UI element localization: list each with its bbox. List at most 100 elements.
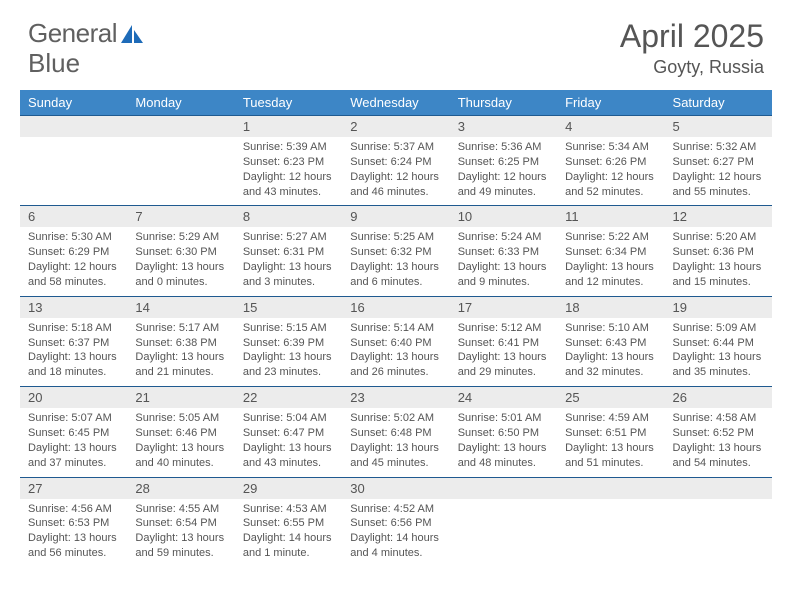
calendar-day-cell: 3Sunrise: 5:36 AMSunset: 6:25 PMDaylight…: [450, 115, 557, 205]
day-number: 25: [557, 386, 664, 408]
calendar-week-row: 20Sunrise: 5:07 AMSunset: 6:45 PMDayligh…: [20, 386, 772, 476]
day-number-empty: [557, 477, 664, 499]
calendar-day-cell: 11Sunrise: 5:22 AMSunset: 6:34 PMDayligh…: [557, 205, 664, 295]
calendar-day-cell: 7Sunrise: 5:29 AMSunset: 6:30 PMDaylight…: [127, 205, 234, 295]
calendar-day-cell: 28Sunrise: 4:55 AMSunset: 6:54 PMDayligh…: [127, 477, 234, 567]
logo-text-1: General: [28, 18, 117, 49]
calendar-table: Sunday Monday Tuesday Wednesday Thursday…: [20, 90, 772, 567]
day-details: Sunrise: 5:29 AMSunset: 6:30 PMDaylight:…: [127, 227, 234, 295]
calendar-week-row: 13Sunrise: 5:18 AMSunset: 6:37 PMDayligh…: [20, 296, 772, 386]
day-number: 28: [127, 477, 234, 499]
col-monday: Monday: [127, 90, 234, 115]
day-details: Sunrise: 4:58 AMSunset: 6:52 PMDaylight:…: [665, 408, 772, 476]
day-number: 29: [235, 477, 342, 499]
calendar-day-cell: 22Sunrise: 5:04 AMSunset: 6:47 PMDayligh…: [235, 386, 342, 476]
calendar-week-row: 1Sunrise: 5:39 AMSunset: 6:23 PMDaylight…: [20, 115, 772, 205]
day-number: 18: [557, 296, 664, 318]
col-saturday: Saturday: [665, 90, 772, 115]
day-number-empty: [450, 477, 557, 499]
calendar-day-cell: [450, 477, 557, 567]
col-wednesday: Wednesday: [342, 90, 449, 115]
day-details: Sunrise: 4:52 AMSunset: 6:56 PMDaylight:…: [342, 499, 449, 567]
col-friday: Friday: [557, 90, 664, 115]
day-details: Sunrise: 5:01 AMSunset: 6:50 PMDaylight:…: [450, 408, 557, 476]
calendar-day-cell: 6Sunrise: 5:30 AMSunset: 6:29 PMDaylight…: [20, 205, 127, 295]
day-number: 13: [20, 296, 127, 318]
day-details: Sunrise: 5:15 AMSunset: 6:39 PMDaylight:…: [235, 318, 342, 386]
month-title: April 2025: [620, 18, 764, 55]
calendar-day-cell: 12Sunrise: 5:20 AMSunset: 6:36 PMDayligh…: [665, 205, 772, 295]
calendar-day-cell: 5Sunrise: 5:32 AMSunset: 6:27 PMDaylight…: [665, 115, 772, 205]
calendar-day-cell: [665, 477, 772, 567]
col-sunday: Sunday: [20, 90, 127, 115]
day-details: Sunrise: 5:24 AMSunset: 6:33 PMDaylight:…: [450, 227, 557, 295]
day-number: 30: [342, 477, 449, 499]
day-details: Sunrise: 5:09 AMSunset: 6:44 PMDaylight:…: [665, 318, 772, 386]
day-details: Sunrise: 5:20 AMSunset: 6:36 PMDaylight:…: [665, 227, 772, 295]
day-number: 11: [557, 205, 664, 227]
day-number: 1: [235, 115, 342, 137]
day-number: 27: [20, 477, 127, 499]
title-block: April 2025 Goyty, Russia: [620, 18, 764, 78]
day-details: Sunrise: 5:14 AMSunset: 6:40 PMDaylight:…: [342, 318, 449, 386]
day-number-empty: [127, 115, 234, 137]
day-number: 3: [450, 115, 557, 137]
day-details: Sunrise: 5:05 AMSunset: 6:46 PMDaylight:…: [127, 408, 234, 476]
logo: General: [28, 18, 147, 49]
day-details: Sunrise: 4:59 AMSunset: 6:51 PMDaylight:…: [557, 408, 664, 476]
day-details: Sunrise: 5:30 AMSunset: 6:29 PMDaylight:…: [20, 227, 127, 295]
calendar-day-cell: 2Sunrise: 5:37 AMSunset: 6:24 PMDaylight…: [342, 115, 449, 205]
location-label: Goyty, Russia: [620, 57, 764, 78]
day-details: Sunrise: 4:56 AMSunset: 6:53 PMDaylight:…: [20, 499, 127, 567]
day-number: 19: [665, 296, 772, 318]
calendar-day-cell: 1Sunrise: 5:39 AMSunset: 6:23 PMDaylight…: [235, 115, 342, 205]
col-tuesday: Tuesday: [235, 90, 342, 115]
calendar-day-cell: [127, 115, 234, 205]
day-details: Sunrise: 5:25 AMSunset: 6:32 PMDaylight:…: [342, 227, 449, 295]
calendar-day-cell: 19Sunrise: 5:09 AMSunset: 6:44 PMDayligh…: [665, 296, 772, 386]
day-number: 26: [665, 386, 772, 408]
day-number: 22: [235, 386, 342, 408]
day-details: Sunrise: 5:34 AMSunset: 6:26 PMDaylight:…: [557, 137, 664, 205]
day-details: Sunrise: 5:39 AMSunset: 6:23 PMDaylight:…: [235, 137, 342, 205]
day-number: 24: [450, 386, 557, 408]
calendar-day-cell: 29Sunrise: 4:53 AMSunset: 6:55 PMDayligh…: [235, 477, 342, 567]
day-details: Sunrise: 5:04 AMSunset: 6:47 PMDaylight:…: [235, 408, 342, 476]
calendar-day-cell: 14Sunrise: 5:17 AMSunset: 6:38 PMDayligh…: [127, 296, 234, 386]
day-details: Sunrise: 5:07 AMSunset: 6:45 PMDaylight:…: [20, 408, 127, 476]
calendar-day-cell: 4Sunrise: 5:34 AMSunset: 6:26 PMDaylight…: [557, 115, 664, 205]
day-details: Sunrise: 5:37 AMSunset: 6:24 PMDaylight:…: [342, 137, 449, 205]
day-number: 16: [342, 296, 449, 318]
day-number: 15: [235, 296, 342, 318]
calendar-day-cell: 21Sunrise: 5:05 AMSunset: 6:46 PMDayligh…: [127, 386, 234, 476]
calendar-day-cell: 26Sunrise: 4:58 AMSunset: 6:52 PMDayligh…: [665, 386, 772, 476]
calendar-day-cell: 30Sunrise: 4:52 AMSunset: 6:56 PMDayligh…: [342, 477, 449, 567]
day-number: 2: [342, 115, 449, 137]
day-details: Sunrise: 5:17 AMSunset: 6:38 PMDaylight:…: [127, 318, 234, 386]
weekday-header-row: Sunday Monday Tuesday Wednesday Thursday…: [20, 90, 772, 115]
calendar-day-cell: 15Sunrise: 5:15 AMSunset: 6:39 PMDayligh…: [235, 296, 342, 386]
calendar-day-cell: 25Sunrise: 4:59 AMSunset: 6:51 PMDayligh…: [557, 386, 664, 476]
calendar-day-cell: 10Sunrise: 5:24 AMSunset: 6:33 PMDayligh…: [450, 205, 557, 295]
calendar-day-cell: 13Sunrise: 5:18 AMSunset: 6:37 PMDayligh…: [20, 296, 127, 386]
calendar-day-cell: 23Sunrise: 5:02 AMSunset: 6:48 PMDayligh…: [342, 386, 449, 476]
calendar-day-cell: 17Sunrise: 5:12 AMSunset: 6:41 PMDayligh…: [450, 296, 557, 386]
day-number: 17: [450, 296, 557, 318]
day-details: Sunrise: 4:55 AMSunset: 6:54 PMDaylight:…: [127, 499, 234, 567]
day-details: Sunrise: 5:22 AMSunset: 6:34 PMDaylight:…: [557, 227, 664, 295]
day-number-empty: [20, 115, 127, 137]
col-thursday: Thursday: [450, 90, 557, 115]
day-details: Sunrise: 5:27 AMSunset: 6:31 PMDaylight:…: [235, 227, 342, 295]
calendar-day-cell: 18Sunrise: 5:10 AMSunset: 6:43 PMDayligh…: [557, 296, 664, 386]
day-details: Sunrise: 5:10 AMSunset: 6:43 PMDaylight:…: [557, 318, 664, 386]
day-number: 9: [342, 205, 449, 227]
day-number: 14: [127, 296, 234, 318]
calendar-day-cell: 27Sunrise: 4:56 AMSunset: 6:53 PMDayligh…: [20, 477, 127, 567]
calendar-day-cell: 24Sunrise: 5:01 AMSunset: 6:50 PMDayligh…: [450, 386, 557, 476]
day-details: Sunrise: 5:12 AMSunset: 6:41 PMDaylight:…: [450, 318, 557, 386]
day-number: 20: [20, 386, 127, 408]
day-number: 8: [235, 205, 342, 227]
logo-sail-icon: [121, 25, 143, 43]
day-details: Sunrise: 5:02 AMSunset: 6:48 PMDaylight:…: [342, 408, 449, 476]
logo-text-2: Blue: [28, 48, 80, 79]
